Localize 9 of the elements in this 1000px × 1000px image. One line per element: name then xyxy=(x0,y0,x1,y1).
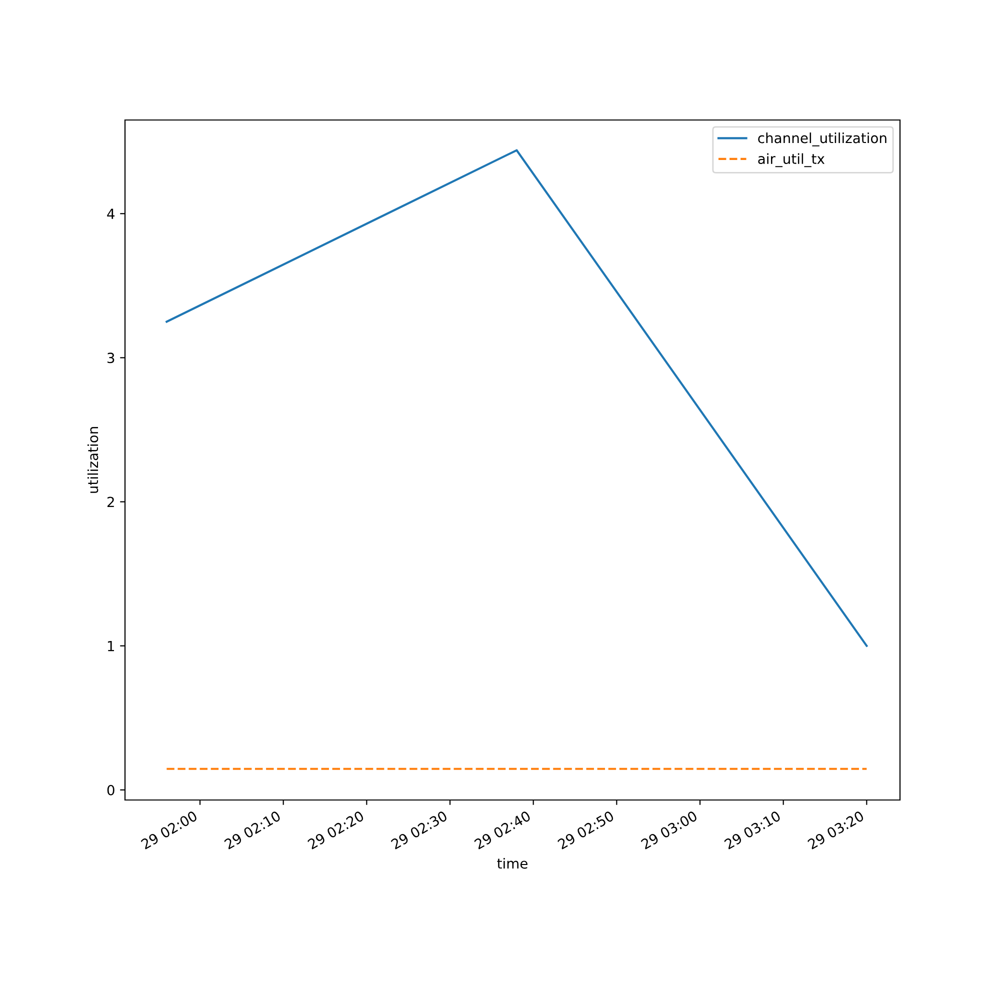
x-axis-title: time xyxy=(497,858,528,869)
y-tick-label: 2 xyxy=(107,496,114,508)
legend-label: channel_utilization xyxy=(758,132,886,146)
legend-label: air_util_tx xyxy=(758,153,825,168)
y-axis-title: utilization xyxy=(87,427,98,493)
y-tick-label: 0 xyxy=(107,784,114,796)
y-tick-label: 1 xyxy=(108,641,114,652)
y-tick-label: 4 xyxy=(107,208,114,219)
y-tick-label: 3 xyxy=(108,352,114,364)
